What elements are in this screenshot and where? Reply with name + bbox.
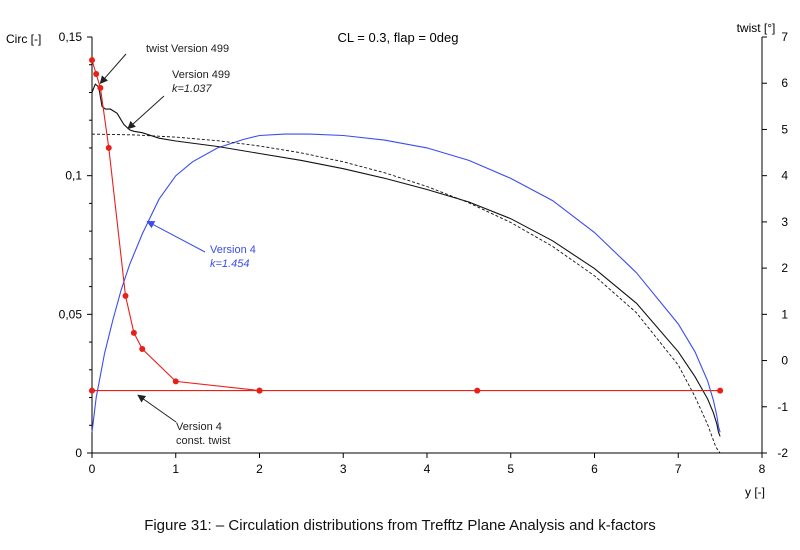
series-line [91,133,721,454]
annotation-v4twist: Version 4 const. twist [137,394,230,447]
y-left-tick-label: 0,05 [59,307,83,321]
x-tick-label: 8 [759,462,766,476]
annotation-arrow [99,53,127,84]
chart-title: CL = 0.3, flap = 0deg [338,30,459,45]
data-point [89,387,95,394]
y-axis-right-label: twist [°] [737,21,776,35]
annotation-text: const. twist [176,435,230,447]
y-right-tick-label: 0 [781,354,788,368]
annotation-v4: Version 4 k=1.454 [146,220,256,270]
data-point [474,387,481,394]
y-right-tick-label: 6 [781,76,788,90]
x-tick-label: 4 [424,462,431,476]
x-tick-label: 1 [172,462,179,476]
x-tick-label: 2 [256,462,263,476]
series-twist-version-4 [89,387,724,394]
y-right-tick-label: 4 [781,169,788,183]
series-layer [89,57,724,454]
annotation-arrow [127,95,165,130]
data-point [130,329,137,336]
series-twist-version-499 [89,57,263,394]
y-right-tick-label: -1 [777,400,788,414]
data-point [122,292,129,299]
data-point [139,346,146,352]
x-tick-label: 0 [89,462,96,476]
axes: 0 1 2 3 4 5 6 7 8 0 0,05 0,1 0,15 -2 -1 0 1 2 3 4 5 6 7 [59,30,789,476]
y-right-tick-label: 5 [781,122,788,136]
annotation-text: twist Version 499 [146,43,229,55]
series-line [91,133,721,433]
y-right-tick-label: 3 [781,215,788,229]
y-left-tick-label: 0 [75,446,82,460]
x-tick-label: 5 [507,462,514,476]
x-axis-label: y [-] [745,485,765,499]
annotation-arrow [137,394,177,423]
y-right-tick-label: 1 [781,307,788,321]
data-point [105,144,112,151]
annotation-text: Version 4 [210,244,256,256]
data-point [717,387,724,394]
y-left-tick-label: 0,15 [59,30,83,44]
y-left-tick-label: 0,1 [65,169,82,183]
data-point [172,378,179,385]
y-axis-left-label: Circ [-] [6,32,41,46]
data-point [256,387,263,394]
circulation-chart: 0 1 2 3 4 5 6 7 8 0 0,05 0,1 0,15 -2 -1 0 1 2 3 4 5 6 7 twist … [6,21,789,499]
annotation-text: k=1.454 [210,258,249,270]
x-tick-label: 6 [591,462,598,476]
annotation-twist499: twist Version 499 [99,43,229,84]
annotation-v499: Version 499 k=1.037 [127,69,230,130]
data-point [97,84,104,91]
series-version-4 [91,133,721,433]
annotation-text: k=1.037 [172,83,212,95]
data-point [93,70,100,77]
y-right-tick-label: -2 [777,446,788,460]
annotation-text: Version 4 [176,421,222,433]
series-line [91,59,260,392]
x-tick-label: 7 [675,462,682,476]
figure-caption: Figure 31: – Circulation distributions f… [144,517,656,534]
y-right-tick-label: 2 [781,261,788,275]
series-elliptic-reference [91,133,721,454]
data-point [89,57,95,64]
annotation-arrow [146,220,206,253]
series-line [91,83,721,437]
y-right-tick-label: 7 [781,30,788,44]
series-version-499 [91,83,721,437]
annotation-text: Version 499 [172,69,230,81]
x-tick-label: 3 [340,462,347,476]
